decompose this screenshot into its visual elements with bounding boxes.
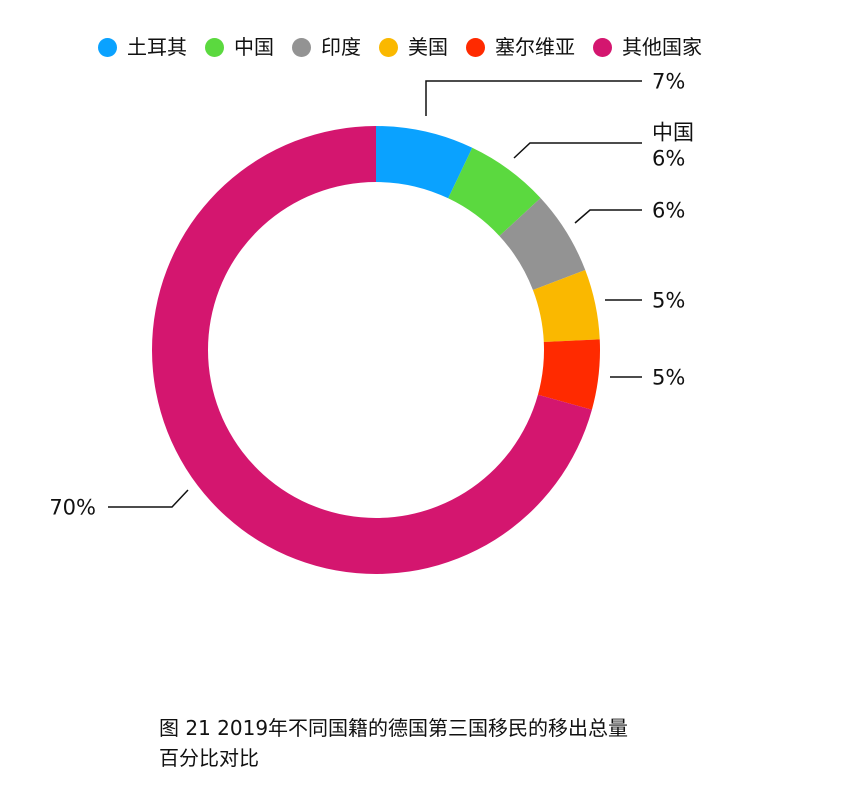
legend-item-other-countries: 其他国家 bbox=[593, 33, 702, 61]
donut-slice-0 bbox=[376, 126, 473, 199]
chart-legend: 土耳其 中国 印度 美国 塞尔维亚 其他国家 bbox=[98, 33, 702, 61]
legend-dot-china bbox=[205, 37, 224, 57]
legend-dot-turkey bbox=[98, 37, 117, 57]
legend-label-serbia: 塞尔维亚 bbox=[495, 35, 575, 59]
slice-label-line-1-1: 6% bbox=[652, 147, 685, 171]
donut-chart-area: 7% 中国 6% 6% 5% 5% 70% bbox=[49, 69, 694, 574]
slice-label-3: 5% bbox=[652, 288, 685, 312]
legend-dot-serbia bbox=[466, 37, 485, 57]
legend-item-india: 印度 bbox=[292, 33, 361, 61]
slice-label-line-2-0: 6% bbox=[652, 198, 685, 222]
slice-label-4: 5% bbox=[652, 365, 685, 389]
donut-slice-1 bbox=[448, 147, 541, 237]
legend-label-other-countries: 其他国家 bbox=[622, 35, 702, 59]
legend-dot-usa bbox=[379, 37, 398, 57]
slice-label-0: 7% bbox=[652, 69, 685, 93]
leader-line-2 bbox=[574, 209, 642, 224]
legend-label-turkey: 土耳其 bbox=[127, 35, 187, 59]
slice-label-line-0-0: 7% bbox=[652, 69, 685, 93]
leader-line-1 bbox=[513, 142, 642, 159]
donut-slice-4 bbox=[537, 339, 600, 410]
slice-label-line-4-0: 5% bbox=[652, 365, 685, 389]
legend-item-usa: 美国 bbox=[379, 33, 448, 61]
slice-label-1: 中国 6% bbox=[652, 120, 694, 170]
leader-line-5 bbox=[108, 489, 189, 508]
legend-label-india: 印度 bbox=[321, 35, 361, 59]
donut-slice-3 bbox=[532, 270, 600, 343]
figure-caption: 图 21 2019年不同国籍的德国第三国移民的移出总量百分比对比 bbox=[159, 716, 629, 770]
slice-label-5: 70% bbox=[49, 495, 96, 519]
donut-slice-2 bbox=[499, 198, 586, 291]
legend-dot-india bbox=[292, 37, 311, 57]
legend-item-china: 中国 bbox=[205, 33, 274, 61]
legend-label-china: 中国 bbox=[234, 35, 274, 59]
leader-line-0 bbox=[425, 80, 642, 116]
donut-chart: 7% 中国 6% 6% 5% 5% 70% bbox=[49, 69, 694, 574]
slice-label-2: 6% bbox=[652, 198, 685, 222]
legend-item-turkey: 土耳其 bbox=[98, 33, 187, 61]
slice-label-line-1-0: 中国 bbox=[652, 120, 694, 144]
slice-label-line-5-0: 70% bbox=[49, 495, 96, 519]
legend-item-serbia: 塞尔维亚 bbox=[466, 33, 575, 61]
slice-label-line-3-0: 5% bbox=[652, 288, 685, 312]
legend-dot-other-countries bbox=[593, 37, 612, 57]
legend-label-usa: 美国 bbox=[408, 35, 448, 59]
